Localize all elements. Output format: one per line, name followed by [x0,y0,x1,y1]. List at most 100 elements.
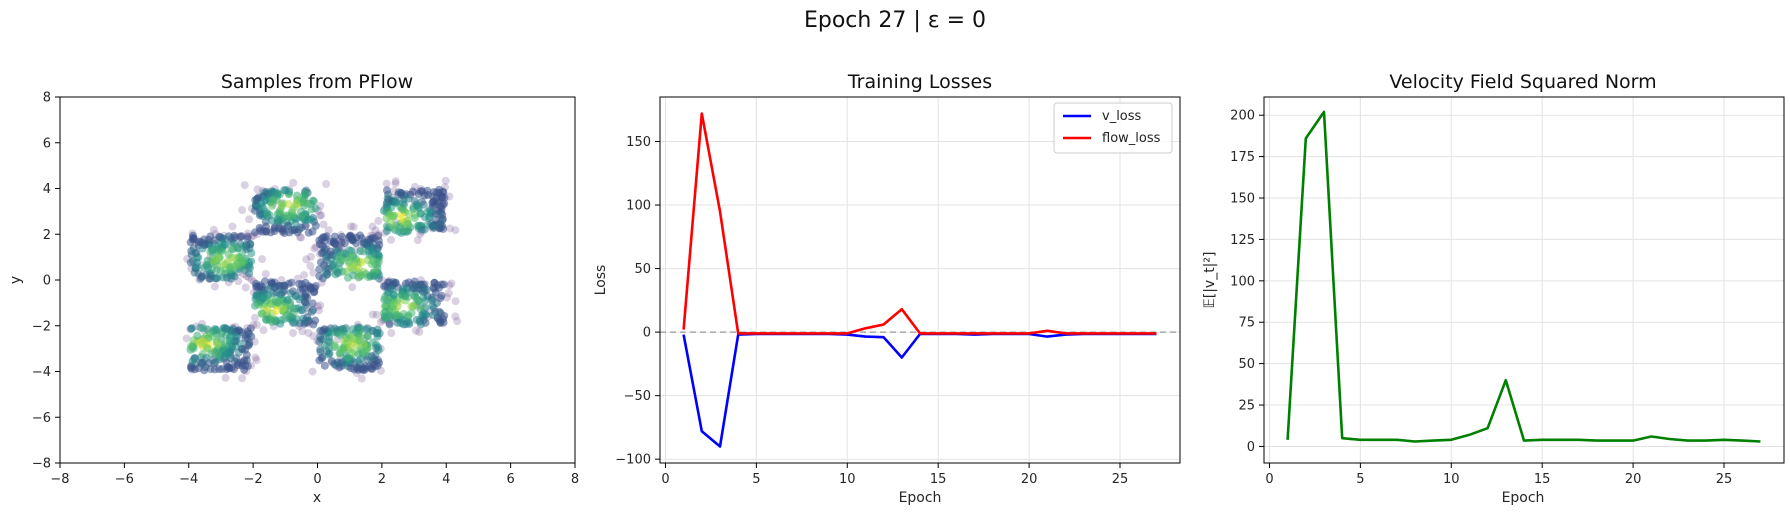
sample-point [381,281,390,290]
sample-point [409,302,418,311]
sample-point [200,241,209,250]
sample-point [337,255,346,264]
sample-point [387,329,396,338]
sample-point [398,290,407,299]
sample-point [421,296,430,305]
sample-point [236,339,245,348]
sample-point [240,241,249,250]
y-tick-label: 25 [1238,399,1255,414]
losses-axes: 0 5 10 15 20 25 −100 −50 0 50 100 150 [615,135,1128,487]
sample-point [289,304,298,313]
sample-point [232,354,241,363]
sample-point [386,218,395,227]
sample-point [374,257,383,266]
legend-label-v-loss: v_loss [1102,109,1142,124]
sample-point [250,313,259,322]
sample-point [343,273,352,282]
velocity-axes: 0 5 10 15 20 25 0 25 50 75 100 125 150 175 200 [1230,109,1732,487]
sample-point [271,297,280,306]
sample-point [262,315,271,324]
sample-point [225,333,234,342]
sample-point [186,342,195,351]
sample-point [197,358,206,367]
sample-point [368,338,377,347]
sample-point [451,226,460,235]
sample-point [233,244,242,253]
sample-point [258,309,267,318]
sample-point [308,367,317,376]
y-tick-label: −100 [615,453,651,468]
sample-point [251,196,260,205]
sample-point [447,279,456,288]
sample-point [221,373,230,382]
sample-point [208,327,217,336]
sample-point [346,222,355,231]
sample-point [396,223,405,232]
sample-point [441,176,450,185]
series-line-flow-loss [682,112,1157,335]
sample-point [287,315,296,324]
sample-point [389,290,398,299]
sample-point [367,352,376,361]
sample-point [322,179,331,188]
x-tick-label: 15 [1534,472,1551,487]
sample-point [220,346,229,355]
x-tick-label: 10 [1443,472,1460,487]
sample-point [264,284,273,293]
sample-point [328,260,337,269]
x-tick-label: −2 [244,472,263,487]
sample-point [187,364,196,373]
sample-point [319,220,328,229]
sample-point [374,230,383,239]
sample-point [203,344,212,353]
sample-point [326,247,335,256]
sample-point [362,346,371,355]
sample-point [385,320,394,329]
sample-point [228,222,237,231]
sample-point [364,235,373,244]
sample-point [251,228,260,237]
sample-point [241,283,250,292]
sample-point [304,328,313,337]
sample-point [344,353,353,362]
sample-point [423,186,432,195]
sample-point [214,365,223,374]
sample-point [200,366,209,375]
sample-point [243,229,252,238]
sample-point [316,345,325,354]
sample-point [354,350,363,359]
sample-point [301,189,310,198]
sample-point [208,246,217,255]
sample-point [222,324,231,333]
sample-point [341,250,350,259]
scatter-clusters [182,176,462,383]
sample-point [315,211,324,220]
scatter-title: Samples from PFlow [221,71,413,93]
sample-point [339,325,348,334]
sample-point [381,308,390,317]
sample-point [270,224,279,233]
sample-point [202,261,211,270]
figure-suptitle: Epoch 27 | ε = 0 [804,8,986,33]
sample-point [438,221,447,230]
y-tick-label: −2 [32,319,51,334]
sample-point [429,283,438,292]
sample-point [410,284,419,293]
sample-point [258,255,267,264]
sample-point [377,276,386,285]
sample-point [327,357,336,366]
sample-point [207,271,216,280]
scatter-cluster [374,176,460,245]
sample-point [352,363,361,372]
sample-point [394,188,403,197]
sample-point [391,179,400,188]
y-tick-label: 150 [626,135,651,150]
sample-point [372,310,381,319]
sample-point [272,288,281,297]
sample-point [430,223,439,232]
sample-point [285,187,294,196]
sample-point [437,291,446,300]
sample-point [290,225,299,234]
sample-point [391,177,400,186]
sample-point [322,270,331,279]
